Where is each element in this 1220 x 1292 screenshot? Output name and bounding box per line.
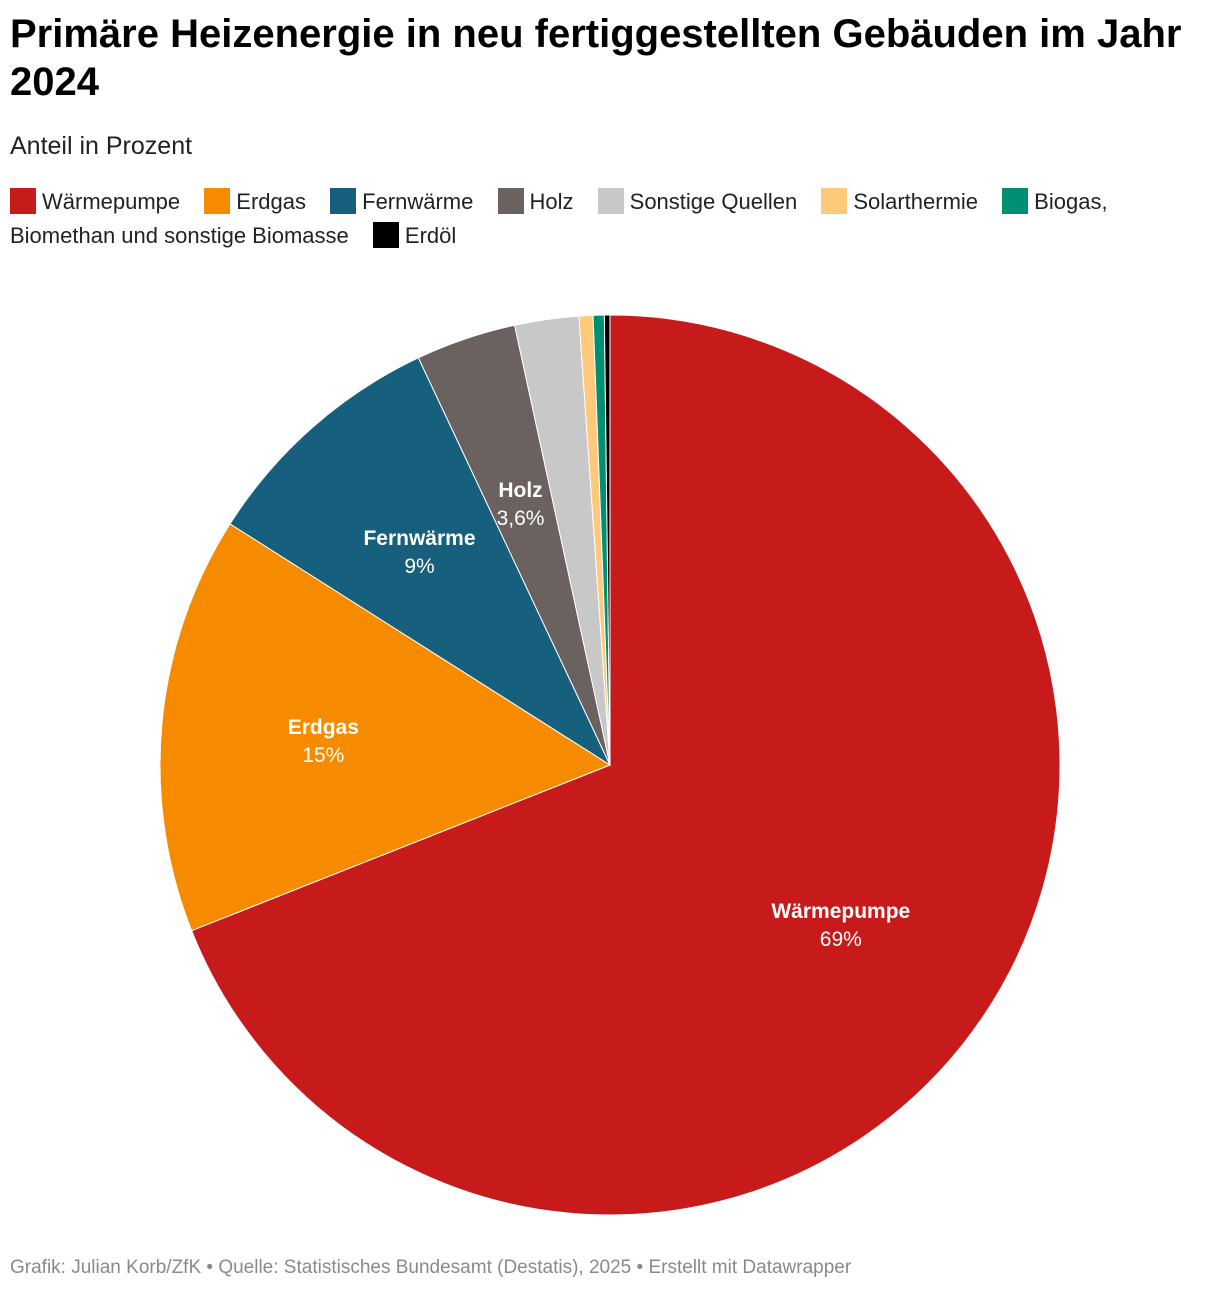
legend-label: Holz bbox=[529, 189, 574, 214]
slice-label-erdgas: Erdgas bbox=[288, 716, 359, 739]
legend: Wärmepumpe Erdgas Fernwärme Holz Sonstig… bbox=[10, 185, 1190, 253]
legend-label: Biogas, Biomethan und sonstige Biomasse bbox=[10, 189, 1108, 248]
pie-labels: Wärmepumpe 69% Erdgas 15% Fernwärme 9% Holz 3,6… bbox=[288, 479, 911, 951]
slice-label-waermepumpe: Wärmepumpe bbox=[771, 900, 910, 923]
pie-slice-erdgas bbox=[159, 523, 612, 932]
pie-chart: Wärmepumpe 69% Erdgas 15% Fernwärme 9% Holz 3,6… bbox=[159, 314, 1061, 1216]
chart-title: Primäre Heizenergie in neu fertiggestell… bbox=[10, 12, 1182, 104]
legend-item-fernwaerme: Fernwärme bbox=[330, 188, 474, 214]
legend-swatch bbox=[330, 188, 357, 214]
slice-label-holz: Holz bbox=[498, 479, 542, 502]
legend-swatch bbox=[597, 188, 624, 214]
legend-swatch bbox=[1002, 188, 1029, 214]
legend-swatch bbox=[497, 188, 524, 214]
legend-label: Wärmepumpe bbox=[42, 189, 181, 214]
slice-value-erdgas: 15% bbox=[302, 744, 344, 767]
legend-item-waermepumpe: Wärmepumpe bbox=[10, 188, 181, 214]
legend-swatch bbox=[10, 188, 36, 214]
legend-swatch bbox=[204, 188, 231, 214]
legend-item-biogas-biomethan-und-sonstige-biomasse: Biogas, Biomethan und sonstige Biomasse bbox=[10, 188, 1108, 248]
slice-value-waermepumpe: 69% bbox=[820, 928, 862, 951]
chart-footer: Grafik: Julian Korb/ZfK • Quelle: Statis… bbox=[10, 1257, 852, 1278]
slice-value-holz: 3,6% bbox=[497, 507, 545, 530]
legend-item-solarthermie: Solarthermie bbox=[821, 188, 979, 214]
legend-label: Fernwärme bbox=[362, 189, 474, 214]
legend-label: Solarthermie bbox=[853, 189, 979, 214]
legend-item-holz: Holz bbox=[497, 188, 574, 214]
legend-label: Erdöl bbox=[404, 223, 457, 248]
legend-item-sonstige-quellen: Sonstige Quellen bbox=[597, 188, 798, 214]
legend-item-erdoel: Erdöl bbox=[372, 222, 457, 248]
legend-swatch bbox=[821, 188, 848, 214]
legend-item-erdgas: Erdgas bbox=[204, 188, 306, 214]
pie-slice-fernwaerme bbox=[229, 357, 612, 767]
slice-value-fernwaerme: 9% bbox=[404, 555, 434, 578]
pie-slice-erdoel bbox=[603, 314, 611, 766]
legend-swatch bbox=[372, 222, 399, 248]
chart-subtitle: Anteil in Prozent bbox=[10, 132, 193, 160]
legend-label: Erdgas bbox=[236, 189, 306, 214]
pie-slices bbox=[159, 314, 1061, 1216]
legend-label: Sonstige Quellen bbox=[629, 189, 798, 214]
pie-slice-waermepumpe bbox=[190, 314, 1061, 1216]
slice-label-fernwaerme: Fernwärme bbox=[363, 527, 475, 550]
